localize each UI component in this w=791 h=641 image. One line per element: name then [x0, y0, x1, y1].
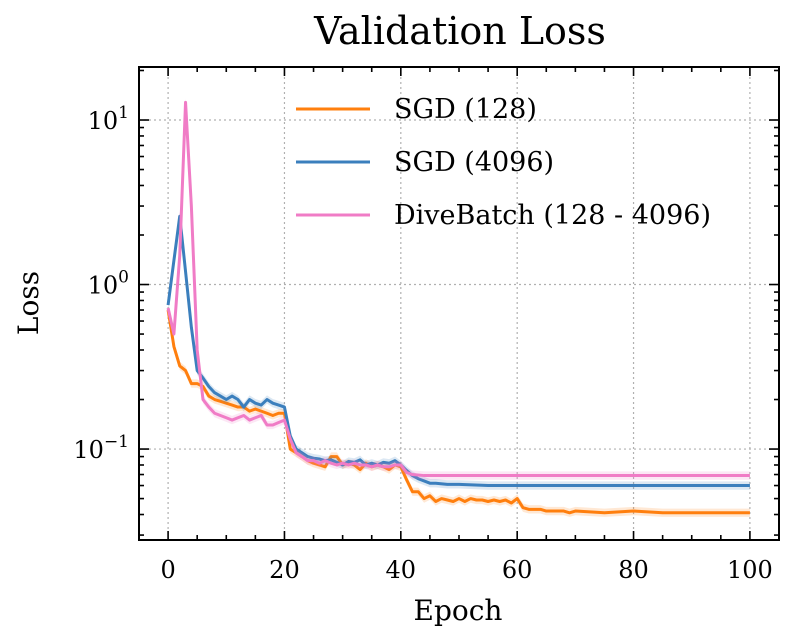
- legend-label: SGD (128): [394, 94, 537, 125]
- x-tick-label: 60: [502, 556, 533, 584]
- series-2-line: [166, 100, 750, 478]
- x-tick-label: 20: [269, 556, 300, 584]
- legend: SGD (128) SGD (4096) DiveBatch (128 - 4096…: [296, 94, 711, 231]
- legend-label: DiveBatch (128 - 4096): [394, 200, 711, 231]
- plot-frame: [138, 66, 780, 541]
- x-tick-label: 100: [727, 556, 773, 584]
- series-1-band: [168, 212, 750, 490]
- series-lines: [166, 98, 750, 517]
- grid-lines: [139, 67, 779, 540]
- legend-label: SGD (4096): [394, 147, 554, 178]
- x-tick-label: 80: [618, 556, 649, 584]
- x-axis-label: Epoch: [414, 594, 503, 627]
- y-tick-label: 10−1: [73, 432, 129, 464]
- series-0-line: [166, 309, 750, 515]
- x-tick-label: 0: [160, 556, 175, 584]
- series-1-line: [166, 214, 750, 488]
- y-tick-label: 100: [88, 268, 129, 300]
- chart-title: Validation Loss: [313, 9, 606, 53]
- x-tick-label: 40: [386, 556, 417, 584]
- y-tick-label: 101: [88, 103, 129, 135]
- axis-ticks: 0 20 40 60 80 100 101 100 10−1: [73, 67, 780, 584]
- y-axis-label: Loss: [12, 271, 45, 335]
